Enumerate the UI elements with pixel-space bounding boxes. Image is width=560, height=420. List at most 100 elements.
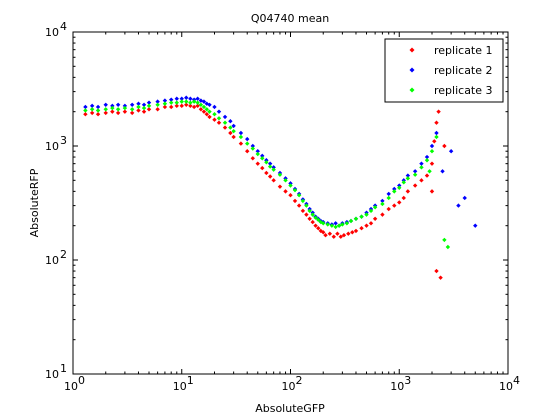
y-tick-label-base: 10 <box>45 140 59 153</box>
data-point <box>255 161 260 166</box>
y-tick-label: 10 2 <box>45 248 67 267</box>
data-point <box>207 114 212 120</box>
data-point <box>264 170 269 176</box>
data-point <box>401 195 406 201</box>
y-tick-label: 10 3 <box>45 134 67 153</box>
data-point <box>333 221 338 226</box>
data-point <box>245 149 250 154</box>
data-point <box>110 103 115 109</box>
data-point <box>204 112 210 117</box>
data-point <box>386 191 391 197</box>
data-point <box>174 96 179 101</box>
data-point <box>283 178 288 183</box>
data-point <box>429 143 435 149</box>
y-tick-label-base: 10 <box>45 254 59 267</box>
data-point <box>380 198 385 204</box>
data-point <box>436 109 441 114</box>
legend: replicate 1 replicate 2 replicate 3 <box>384 38 504 103</box>
data-point <box>462 195 467 201</box>
data-point <box>95 104 101 110</box>
data-point <box>179 96 184 101</box>
data-point <box>250 143 255 149</box>
data-point <box>364 223 369 228</box>
data-point <box>207 109 212 114</box>
data-point <box>392 203 397 208</box>
x-tick-label-exponent: 4 <box>513 374 520 387</box>
chart-title: Q04740 mean <box>251 12 329 25</box>
data-point <box>340 222 345 227</box>
data-points <box>83 95 478 280</box>
data-point <box>260 165 265 171</box>
data-point <box>473 223 478 228</box>
data-point <box>136 101 141 106</box>
data-point <box>228 125 233 130</box>
data-point <box>368 221 374 226</box>
data-point <box>228 130 233 136</box>
data-point <box>405 189 411 194</box>
data-point <box>216 109 222 114</box>
data-point <box>201 104 207 110</box>
data-point <box>155 102 160 107</box>
data-point <box>110 109 115 114</box>
data-point <box>442 143 447 149</box>
data-point <box>141 105 147 111</box>
data-point <box>323 233 328 238</box>
data-point <box>288 193 293 198</box>
data-point <box>288 183 293 188</box>
data-point <box>359 226 364 231</box>
data-point <box>405 176 411 181</box>
x-tick-label: 10 1 <box>173 374 194 393</box>
data-point <box>204 107 210 112</box>
y-tick-label-base: 10 <box>45 368 59 381</box>
data-point <box>397 183 402 188</box>
data-point <box>216 116 222 121</box>
data-point <box>103 102 108 107</box>
x-tick-label-base: 10 <box>173 380 187 393</box>
data-point <box>368 208 374 214</box>
data-point <box>434 120 439 125</box>
data-point <box>222 114 228 120</box>
data-point <box>329 223 335 228</box>
data-point <box>195 100 200 105</box>
data-point <box>429 149 435 154</box>
data-point <box>434 134 439 140</box>
x-tick-label-base: 10 <box>390 380 404 393</box>
legend-marker <box>409 47 415 53</box>
data-point <box>179 103 184 109</box>
data-point <box>397 185 402 190</box>
data-point <box>456 203 461 208</box>
data-point <box>250 146 255 151</box>
data-point <box>103 110 108 116</box>
data-point <box>310 219 315 225</box>
x-tick-label: 10 0 <box>64 374 85 393</box>
data-point <box>195 103 200 109</box>
data-point <box>188 100 193 105</box>
data-point <box>89 103 95 109</box>
data-point <box>335 231 340 236</box>
data-point <box>346 231 351 236</box>
data-point <box>321 230 326 235</box>
data-point <box>136 108 141 113</box>
data-point <box>231 134 236 140</box>
data-point <box>260 156 265 161</box>
x-axis-label: AbsoluteGFP <box>255 402 325 415</box>
y-tick-label-base: 10 <box>45 26 59 39</box>
data-point <box>198 107 204 112</box>
legend-marker <box>409 87 415 93</box>
data-point <box>292 198 298 204</box>
data-point <box>316 226 321 231</box>
data-point <box>89 110 95 116</box>
data-point <box>300 208 306 214</box>
data-point <box>267 164 273 169</box>
data-point <box>162 104 168 110</box>
data-point <box>292 187 298 193</box>
data-point <box>313 215 318 220</box>
data-point <box>359 214 364 219</box>
data-point <box>307 216 312 221</box>
data-point <box>212 112 217 117</box>
data-point <box>401 180 406 185</box>
data-point <box>162 101 168 106</box>
data-point <box>201 109 207 114</box>
data-point <box>228 119 233 124</box>
data-point <box>184 95 189 100</box>
